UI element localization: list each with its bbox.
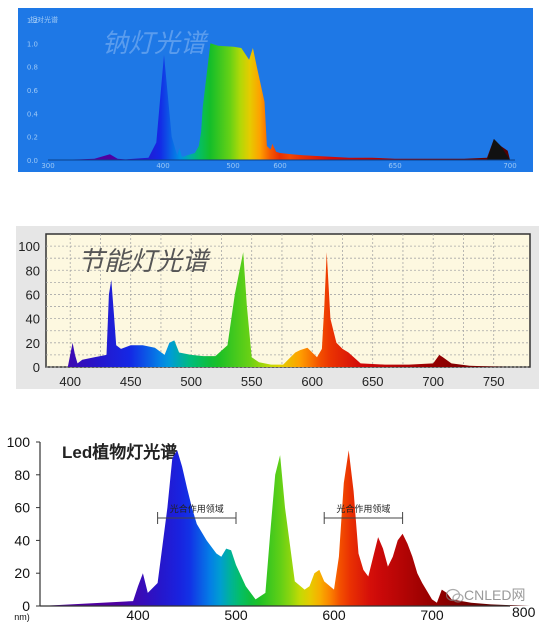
ir-peak [487,139,510,160]
y-tick-label: 0.8 [27,64,38,72]
chart-background [45,233,531,368]
y-tick-label: 0.6 [27,87,39,95]
chart-title: 节能灯光谱 [78,247,211,277]
x-tick-label: 600 [273,162,286,170]
x-tick-label: 650 [388,162,401,170]
x-tick-label: 300 [41,162,54,170]
y-tick-label: 40 [14,532,30,548]
x-tick-label: 700 [422,374,444,389]
y-tick-label: 80 [26,263,40,278]
y-tick-label: 100 [18,239,40,254]
led-plant-chart: Led植物灯光谱 0 20 40 60 80 100 nm) 400 500 600 700 光合作用… [7,434,530,623]
x-tick-label: 450 [120,374,142,389]
x-tick-label: 650 [362,374,384,389]
x-tick-label: 400 [126,607,150,623]
y-tick-label: 0 [33,360,40,375]
corner-axis-label: 800 [512,604,536,620]
x-tick-label: nm) [14,612,30,622]
y-tick-label: 0.2 [27,134,38,142]
annotation-label: 光合作用领域 [170,503,224,514]
spectrum-curve [48,43,510,160]
x-tick-label: 500 [180,374,202,389]
cfl-spectrum-panel: 节能灯光谱 400 450 500 550 600 650 700 750 0 20 40 60 80 1… [0,222,553,397]
watermark: CNLED网 [446,586,546,604]
x-tick-label: 400 [59,374,81,389]
photosynthesis-bracket: 光合作用领域 [157,503,237,524]
y-tick-label: 60 [14,500,30,516]
y-axis-label: 相对光谱 [30,15,58,24]
x-tick-label: 600 [301,374,323,389]
y-tick-label: 60 [26,287,40,302]
y-tick-label: 20 [14,565,30,581]
chart-title: 钠灯光谱 [102,29,209,59]
x-tick-label: 600 [322,607,346,623]
plot-area: 400 450 500 550 600 650 700 750 0 20 40 60 80 100 [18,239,530,389]
y-tick-label: 1.2 [27,17,38,25]
x-tick-label: 500 [226,162,239,170]
x-tick-label: 500 [224,607,248,623]
chart-background [18,8,533,172]
y-tick-label: 20 [26,336,40,351]
y-tick-label: 0.0 [27,157,38,165]
photosynthesis-bracket: 光合作用领域 [323,503,404,524]
led-plant-spectrum-panel: Led植物灯光谱 0 20 40 60 80 100 nm) 400 500 600 700 光合作用… [0,428,553,626]
sodium-lamp-chart: 相对光谱 钠灯光谱 300 400 500 600 650 700 0.0 0.2 0.4 0.6… [18,8,533,172]
watermark-text: CNLED网 [464,587,525,603]
y-tick-label: 0 [22,598,30,614]
annotation-label: 光合作用领域 [336,503,390,514]
y-tick-label: 0.4 [27,110,39,118]
x-tick-label: 700 [503,162,516,170]
spectrum-curve [40,450,530,606]
y-tick-label: 100 [7,434,31,450]
x-tick-label: 400 [156,162,169,170]
x-tick-label: 700 [420,607,444,623]
x-tick-label: 750 [483,374,505,389]
wechat-icon [446,588,464,603]
cfl-chart: 节能灯光谱 400 450 500 550 600 650 700 750 0 20 40 60 80 1… [16,226,539,389]
sodium-lamp-spectrum-panel: 相对光谱 钠灯光谱 300 400 500 600 650 700 0.0 0.2 0.4 0.6… [0,0,553,180]
y-tick-label: 80 [14,467,30,483]
y-tick-label: 40 [26,312,40,327]
y-tick-label: 1.0 [27,40,38,48]
x-tick-label: 550 [241,374,263,389]
chart-title: Led植物灯光谱 [62,442,177,462]
plot-area: 0 20 40 60 80 100 nm) 400 500 600 700 光合作用领域 光合作用领域 [7,434,530,623]
plot-area: 300 400 500 600 650 700 0.0 0.2 0.4 0.6 0.8 1.0 1.2 [27,17,517,170]
